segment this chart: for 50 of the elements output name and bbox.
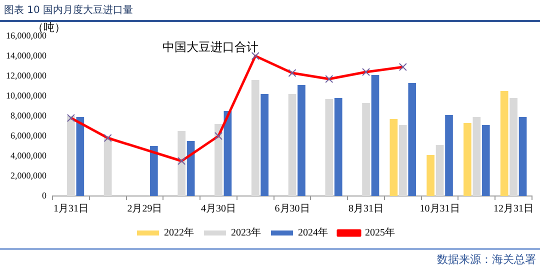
y-tick-label: 8,000,000	[10, 110, 47, 120]
x-tick-label: 2月29日	[127, 204, 162, 215]
bar	[436, 145, 444, 196]
x-tick-label: 12月31日	[494, 204, 534, 215]
bar	[334, 98, 342, 196]
y-tick-label: 14,000,000	[6, 50, 47, 60]
bar	[390, 119, 398, 196]
bar	[398, 125, 407, 196]
bar	[178, 131, 186, 196]
bar	[464, 123, 472, 196]
bar	[500, 91, 508, 196]
bar	[426, 155, 434, 196]
bar	[325, 99, 334, 196]
bar	[472, 117, 481, 196]
annotation: 中国大豆进口合计	[162, 40, 259, 54]
legend-label: 2024年	[298, 226, 328, 239]
y-tick-label: 10,000,000	[6, 90, 47, 100]
y-tick-label: 6,000,000	[10, 130, 47, 140]
bar	[482, 125, 490, 196]
bar	[260, 94, 269, 196]
bar	[362, 103, 370, 196]
bar	[298, 85, 306, 196]
bar	[408, 83, 416, 196]
x-tick-label: 1月31日	[53, 204, 88, 215]
chart-title: 图表 10 国内月度大豆进口量	[3, 4, 134, 18]
bar	[518, 117, 527, 196]
y-tick-label: 12,000,000	[6, 70, 47, 80]
bar	[76, 117, 84, 196]
y-tick-label: 2,000,000	[10, 170, 47, 180]
bar	[510, 98, 518, 196]
legend-label: 2025年	[365, 226, 395, 239]
bar	[214, 124, 222, 196]
bar	[251, 80, 260, 196]
source-note: 数据来源：海关总署	[436, 252, 537, 268]
bar	[150, 146, 158, 196]
bar	[445, 115, 453, 196]
x-tick-label: 10月31日	[420, 204, 460, 215]
bar	[224, 111, 232, 196]
x-tick-label: 8月31日	[348, 204, 384, 215]
bar	[67, 116, 75, 196]
bar	[288, 94, 296, 196]
legend-label: 2022年	[164, 226, 194, 239]
bar	[371, 75, 380, 196]
bar	[186, 141, 195, 196]
bar	[104, 137, 112, 196]
x-tick-label: 4月30日	[200, 204, 236, 215]
x-tick-label: 6月30日	[274, 204, 310, 215]
y-tick-label: 0	[42, 190, 47, 200]
legend-label: 2023年	[231, 226, 261, 239]
y-tick-label: 4,000,000	[10, 150, 47, 160]
